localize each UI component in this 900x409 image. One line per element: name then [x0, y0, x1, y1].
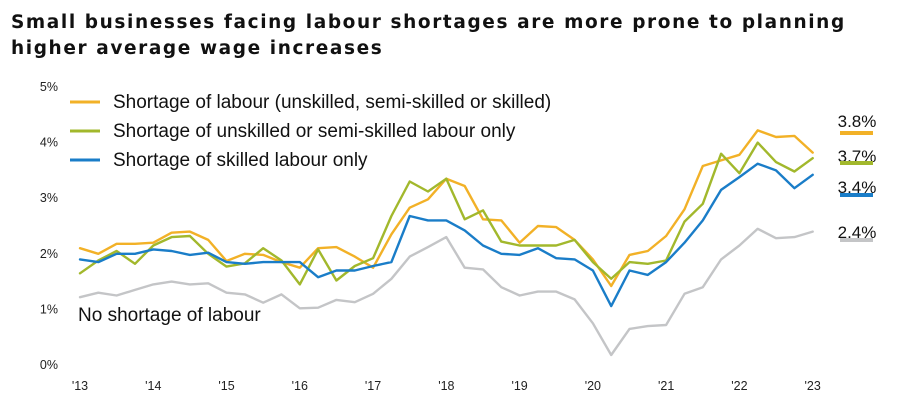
series-line-3: [78, 227, 814, 357]
y-tick-label: 2%: [40, 247, 58, 261]
x-axis: '13 '14 '15 '16 '17 '18 '19 '20 '21 '22 '23: [72, 379, 821, 393]
x-tick-label: '18: [438, 379, 454, 393]
legend: Shortage of labour (unskilled, semi-skil…: [70, 92, 551, 171]
legend-entry: Shortage of skilled labour only: [113, 150, 368, 171]
end-labels: 3.8%3.7%3.4%2.4%: [838, 112, 877, 242]
x-tick-label: '23: [805, 379, 821, 393]
series-line-2: [78, 162, 814, 308]
series-lines: [78, 129, 814, 357]
legend-entry: Shortage of unskilled or semi-skilled la…: [113, 121, 516, 142]
end-value-label: 3.4%: [838, 178, 877, 197]
x-tick-label: '19: [511, 379, 527, 393]
y-tick-label: 5%: [40, 80, 58, 94]
legend-entry: Shortage of labour (unskilled, semi-skil…: [113, 92, 551, 113]
y-tick-label: 1%: [40, 302, 58, 316]
x-tick-label: '15: [218, 379, 234, 393]
end-value-label: 2.4%: [838, 223, 877, 242]
x-tick-label: '17: [365, 379, 381, 393]
chart-title: Small businesses facing labour shortages…: [11, 12, 846, 59]
x-tick-label: '20: [585, 379, 601, 393]
y-tick-label: 0%: [40, 358, 58, 372]
series-line-1: [78, 141, 814, 286]
x-tick-label: '22: [731, 379, 747, 393]
end-value-label: 3.8%: [838, 112, 877, 131]
y-tick-label: 3%: [40, 191, 58, 205]
y-axis: 0% 1% 2% 3% 4% 5%: [40, 80, 58, 372]
x-tick-label: '14: [145, 379, 161, 393]
x-tick-label: '13: [72, 379, 88, 393]
y-tick-label: 4%: [40, 136, 58, 150]
x-tick-label: '16: [292, 379, 308, 393]
no-shortage-annotation: No shortage of labour: [78, 305, 261, 326]
x-tick-label: '21: [658, 379, 674, 393]
